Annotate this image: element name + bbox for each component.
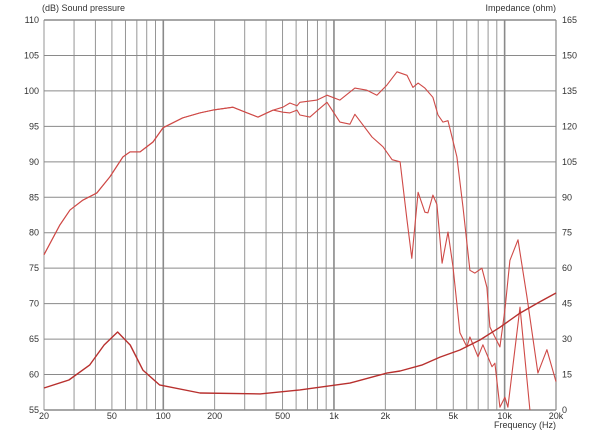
y-tick-label-left: 80 — [29, 228, 39, 238]
grid — [43, 19, 557, 411]
x-tick-label: 5k — [448, 411, 458, 421]
x-tick-label: 500 — [275, 411, 290, 421]
y-tick-label-left: 105 — [24, 50, 39, 60]
right-axis-title: Impedance (ohm) — [485, 3, 556, 13]
x-tick-label: 100 — [156, 411, 171, 421]
x-tick-label: 1k — [329, 411, 339, 421]
x-tick-label: 2k — [381, 411, 391, 421]
y-tick-label-right: 45 — [562, 299, 572, 309]
curves — [43, 71, 557, 411]
y-tick-label-right: 0 — [562, 405, 567, 415]
x-tick-label: 200 — [207, 411, 222, 421]
y-tick-label-right: 105 — [562, 157, 577, 167]
y-tick-label-left: 95 — [29, 121, 39, 131]
x-tick-label: 10k — [497, 411, 512, 421]
y-tick-label-left: 70 — [29, 299, 39, 309]
y-tick-label-left: 100 — [24, 86, 39, 96]
y-tick-label-left: 85 — [29, 192, 39, 202]
y-tick-label-left: 90 — [29, 157, 39, 167]
y-tick-label-right: 120 — [562, 121, 577, 131]
y-tick-label-left: 75 — [29, 263, 39, 273]
y-tick-label-right: 165 — [562, 15, 577, 25]
y-tick-label-right: 15 — [562, 370, 572, 380]
y-tick-label-left: 55 — [29, 405, 39, 415]
y-tick-label-left: 65 — [29, 334, 39, 344]
left-axis-title: (dB) Sound pressure — [42, 3, 125, 13]
spl-curve-2 — [43, 101, 531, 411]
y-tick-label-left: 110 — [25, 15, 39, 25]
x-tick-label: 20 — [39, 411, 49, 421]
x-axis-title: Frequency (Hz) — [494, 420, 556, 430]
y-tick-label-right: 75 — [562, 228, 572, 238]
y-tick-label-right: 150 — [562, 50, 577, 60]
y-tick-label-right: 30 — [562, 334, 572, 344]
x-tick-label: 20k — [549, 411, 564, 421]
y-tick-label-right: 90 — [562, 192, 572, 202]
y-tick-label-right: 60 — [562, 263, 572, 273]
y-tick-label-left: 60 — [29, 370, 39, 380]
y-tick-label-right: 135 — [562, 86, 577, 96]
x-tick-label: 50 — [107, 411, 117, 421]
impedance-curve — [43, 292, 557, 395]
